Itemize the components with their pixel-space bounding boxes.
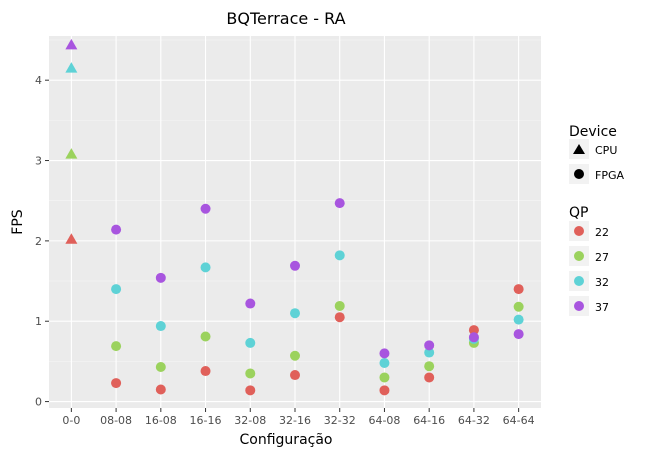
- legend-swatch-qp27: [574, 251, 584, 261]
- x-tick-label: 32-16: [279, 414, 311, 427]
- data-point-fpga-qp27: [200, 331, 211, 342]
- data-point-fpga-qp27: [245, 368, 256, 379]
- x-axis-title: Configuração: [240, 432, 333, 448]
- data-point-fpga-qp22: [290, 370, 300, 381]
- legend-swatch-qp22: [574, 226, 584, 236]
- x-tick-label: 16-16: [190, 414, 222, 427]
- x-tick-label: 32-08: [234, 414, 266, 427]
- data-point-fpga-qp32: [155, 321, 166, 332]
- data-point-fpga-qp22: [334, 312, 345, 323]
- legend-qp: QP 22 27 32 37: [569, 205, 609, 316]
- data-point-fpga-qp32: [245, 337, 256, 348]
- x-tick-label: 16-08: [145, 414, 177, 427]
- data-point-fpga-qp22: [200, 366, 211, 377]
- legend-label-fpga: FPGA: [595, 169, 624, 182]
- x-axis-ticks: 0-0 08-08 16-08 16-16 32-08 32-16 32-32 64-08 64…: [62, 408, 535, 427]
- legend-qp-title: QP: [569, 205, 588, 221]
- legend-label-qp32: 32: [595, 276, 609, 289]
- y-axis-ticks: 0 1 2 3 4: [35, 74, 49, 409]
- data-point-fpga-qp32: [424, 347, 435, 358]
- data-point-cpu-qp37: [65, 38, 78, 50]
- y-tick-label: 1: [35, 315, 42, 328]
- x-tick-label: 0-0: [62, 414, 80, 427]
- data-point-cpu-qp27: [65, 148, 78, 159]
- data-point-fpga-qp32: [111, 284, 122, 295]
- data-point-fpga-qp27: [513, 301, 524, 312]
- legend-swatch-qp32: [574, 276, 584, 286]
- x-tick-label: 64-32: [458, 414, 490, 427]
- y-tick-label: 4: [35, 74, 42, 87]
- y-tick-label: 3: [35, 155, 42, 168]
- data-point-fpga-qp27: [379, 372, 390, 383]
- data-point-fpga-qp37: [513, 329, 524, 340]
- x-tick-label: 08-08: [100, 414, 132, 427]
- data-point-fpga-qp37: [200, 203, 211, 214]
- legend-device: Device CPU FPGA: [569, 124, 624, 184]
- data-point-fpga-qp22: [468, 325, 479, 336]
- data-point-fpga-qp32: [513, 314, 524, 325]
- legend-label-qp37: 37: [595, 301, 609, 314]
- data-point-fpga-qp32: [290, 308, 300, 319]
- data-point-fpga-qp22: [111, 378, 122, 389]
- data-point-fpga-qp22: [245, 385, 256, 396]
- data-point-fpga-qp32: [379, 358, 390, 369]
- data-point-fpga-qp27: [111, 341, 122, 352]
- data-point-fpga-qp37: [290, 260, 300, 271]
- data-point-fpga-qp37: [155, 272, 166, 283]
- triangle-icon: [573, 144, 585, 154]
- x-tick-label: 32-32: [324, 414, 356, 427]
- data-point-fpga-qp22: [424, 372, 435, 383]
- data-point-fpga-qp27: [290, 350, 300, 361]
- legend-label-cpu: CPU: [595, 144, 617, 157]
- data-point-cpu-qp32: [65, 62, 78, 73]
- data-point-cpu-qp22: [65, 233, 78, 244]
- y-tick-label: 2: [35, 235, 42, 248]
- data-point-fpga-qp37: [379, 348, 390, 359]
- legend-label-qp22: 22: [595, 226, 609, 239]
- legend-label-qp27: 27: [595, 251, 609, 264]
- x-tick-label: 64-64: [503, 414, 535, 427]
- data-point-fpga-qp37: [424, 340, 435, 351]
- data-points: [65, 38, 524, 396]
- legend-swatch-qp37: [574, 301, 584, 311]
- data-point-fpga-qp37: [468, 332, 479, 343]
- data-point-fpga-qp27: [155, 362, 166, 373]
- y-axis-title: FPS: [10, 209, 26, 234]
- data-point-fpga-qp37: [334, 198, 345, 209]
- legend-device-title: Device: [569, 124, 617, 140]
- chart-title: BQTerrace - RA: [226, 9, 345, 28]
- data-point-fpga-qp37: [245, 298, 256, 309]
- data-point-fpga-qp32: [334, 250, 345, 261]
- data-point-fpga-qp27: [424, 361, 435, 372]
- data-point-fpga-qp27: [334, 300, 345, 311]
- y-tick-label: 0: [35, 396, 42, 409]
- data-point-fpga-qp22: [513, 284, 524, 295]
- data-point-fpga-qp22: [379, 385, 390, 396]
- data-point-fpga-qp22: [155, 384, 166, 395]
- x-tick-label: 64-08: [368, 414, 400, 427]
- circle-icon: [574, 169, 584, 179]
- data-point-fpga-qp37: [111, 224, 122, 235]
- data-point-fpga-qp32: [200, 262, 211, 273]
- x-tick-label: 64-16: [413, 414, 445, 427]
